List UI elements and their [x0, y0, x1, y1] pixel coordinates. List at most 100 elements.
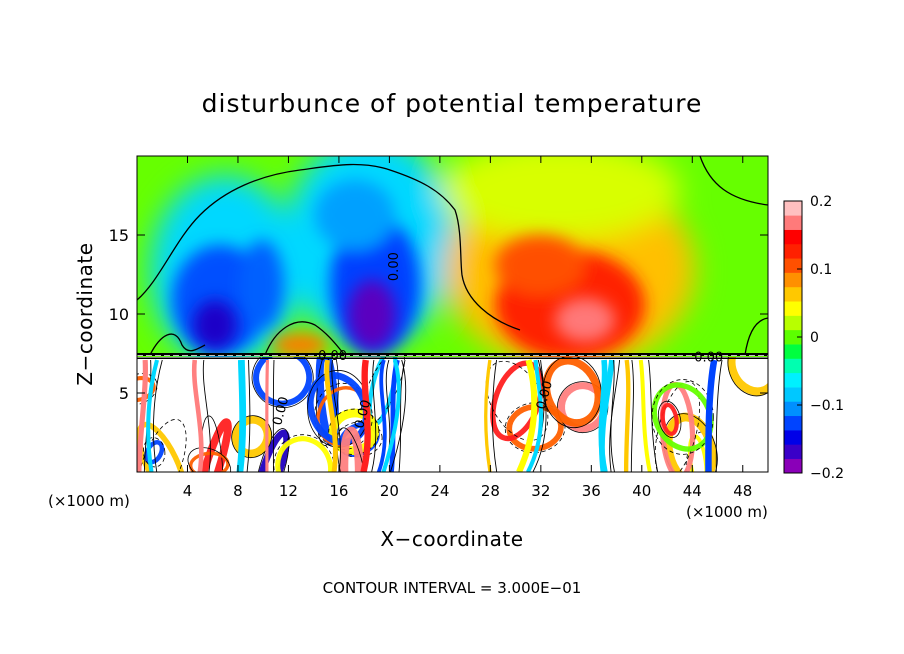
x-tick-label: 20: [380, 482, 399, 500]
zero-contour-lower-left: [149, 333, 206, 356]
eddy-band: [651, 382, 714, 452]
eddy-streak-contour: [532, 359, 547, 472]
colorbar-swatch: [784, 272, 802, 288]
eddy-contour: [727, 357, 768, 397]
contour-label: 0.00: [318, 349, 347, 364]
eddy-streak: [191, 359, 204, 472]
eddy-streak-contour: [371, 359, 377, 472]
zero-contour-mid-dome: [264, 321, 346, 356]
eddy-band: [339, 426, 364, 472]
colorbar-swatch: [784, 286, 802, 302]
contour-label: 0.00: [694, 350, 723, 365]
eddy-band: [275, 436, 334, 472]
x-tick-label: 44: [683, 482, 702, 500]
colorbar-swatch: [784, 458, 802, 474]
eddy-streak-contour: [492, 359, 498, 472]
contour-labels: 0.00 0.00 0.00 0.00 0.00 0.00: [270, 252, 723, 430]
eddy-streak: [381, 359, 401, 472]
colorbar-tick-label: 0.2: [810, 194, 832, 210]
colorbar-swatches: [784, 201, 802, 474]
colorbar-swatch: [784, 243, 802, 259]
x-unit-right: (×1000 m): [686, 503, 768, 521]
zero-contour-left: [137, 163, 521, 331]
cool-core-left-2: [240, 240, 284, 330]
eddy-band: [191, 418, 232, 472]
colorbar-swatch: [784, 415, 802, 431]
contour-label: 0.00: [387, 252, 402, 281]
colorbar-swatch: [784, 401, 802, 417]
eddy-contour: [273, 434, 335, 472]
eddy-band: [189, 451, 230, 472]
colorbar-tick-label: 0.1: [810, 262, 832, 278]
cool-core-mid-upper: [315, 180, 395, 250]
eddy-contour: [142, 437, 166, 468]
eddy-streak-contour: [202, 359, 211, 472]
y-axis: 5 10 15: [109, 226, 768, 403]
eddy-contour: [315, 357, 339, 446]
eddy-streak: [598, 359, 608, 472]
colorbar-swatch: [784, 358, 802, 374]
colorbar-swatch: [784, 329, 802, 345]
x-unit-left: (×1000 m): [48, 492, 130, 510]
eddy-streak: [360, 359, 371, 472]
colorbar-swatch: [784, 201, 802, 216]
eddy-contour: [657, 400, 682, 439]
eddy-streak-contour: [272, 359, 275, 472]
colorbar: 0.2 0.1 0 −0.1 −0.2: [783, 194, 844, 482]
eddy-band: [660, 402, 679, 436]
colorbar-tick-label: −0.1: [810, 398, 844, 414]
turbulent-eddies: [137, 357, 768, 472]
zero-contour-right-top: [699, 156, 768, 206]
plot-area: 0.00 0.00 0.00 0.00 0.00 0.00: [137, 156, 768, 472]
warm-core-right-upper: [495, 235, 585, 295]
eddy-streak: [638, 359, 652, 472]
colorbar-swatch: [784, 301, 802, 316]
colorbar-swatch: [784, 215, 802, 230]
y-tick-label: 10: [109, 305, 129, 324]
eddy-streak: [265, 359, 270, 472]
x-axis: 4 8 12 16 20 24 28 32 36 40 44 48: [183, 156, 752, 500]
colorbar-swatch: [784, 430, 802, 445]
inversion-top-line: [137, 353, 768, 356]
colorbar-swatch: [784, 315, 802, 331]
chart-title: disturbunce of potential temperature: [202, 89, 703, 118]
eddy-band: [727, 357, 768, 396]
y-tick-label: 5: [119, 384, 129, 403]
x-tick-label: 24: [430, 482, 449, 500]
eddy-streak: [137, 359, 148, 472]
eddy-streak-contour: [398, 359, 406, 472]
eddy-streak: [236, 359, 247, 472]
eddy-streak-contour: [715, 359, 723, 472]
cool-peak-mid: [348, 280, 396, 350]
eddy-contour: [314, 382, 373, 450]
eddy-streak: [324, 359, 338, 472]
y-tick-label: 15: [109, 226, 129, 245]
x-tick-label: 28: [481, 482, 500, 500]
colorbar-swatch: [784, 344, 802, 359]
x-tick-label: 12: [279, 482, 298, 500]
colorbar-swatch: [784, 387, 802, 402]
eddy-band: [253, 357, 313, 407]
eddy-streak-contour: [153, 359, 163, 472]
eddy-contour: [137, 373, 158, 406]
eddy-streak: [376, 359, 387, 472]
warm-blob-base: [272, 333, 328, 357]
x-tick-label: 32: [531, 482, 550, 500]
cool-peak-left: [193, 300, 237, 350]
x-tick-label: 16: [329, 482, 348, 500]
contour-label: 0.00: [270, 395, 292, 427]
yellow-region-top: [440, 156, 680, 240]
eddy-streak: [526, 359, 544, 472]
x-axis-label: X−coordinate: [380, 527, 523, 551]
eddy-streak-contour: [390, 359, 407, 472]
x-tick-label: 8: [233, 482, 243, 500]
upper-anomaly-field: [137, 156, 768, 370]
contour-label: 0.00: [352, 398, 374, 430]
boundary-layer-field: [137, 357, 768, 472]
inversion-band: [137, 353, 768, 359]
contour-interval-note: CONTOUR INTERVAL = 3.000E−01: [323, 579, 582, 597]
eddy-streak-contour: [630, 359, 634, 472]
x-tick-label: 48: [733, 482, 752, 500]
eddy-streak: [516, 359, 538, 472]
